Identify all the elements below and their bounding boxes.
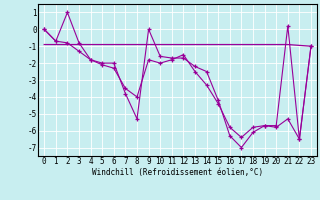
X-axis label: Windchill (Refroidissement éolien,°C): Windchill (Refroidissement éolien,°C) <box>92 168 263 177</box>
